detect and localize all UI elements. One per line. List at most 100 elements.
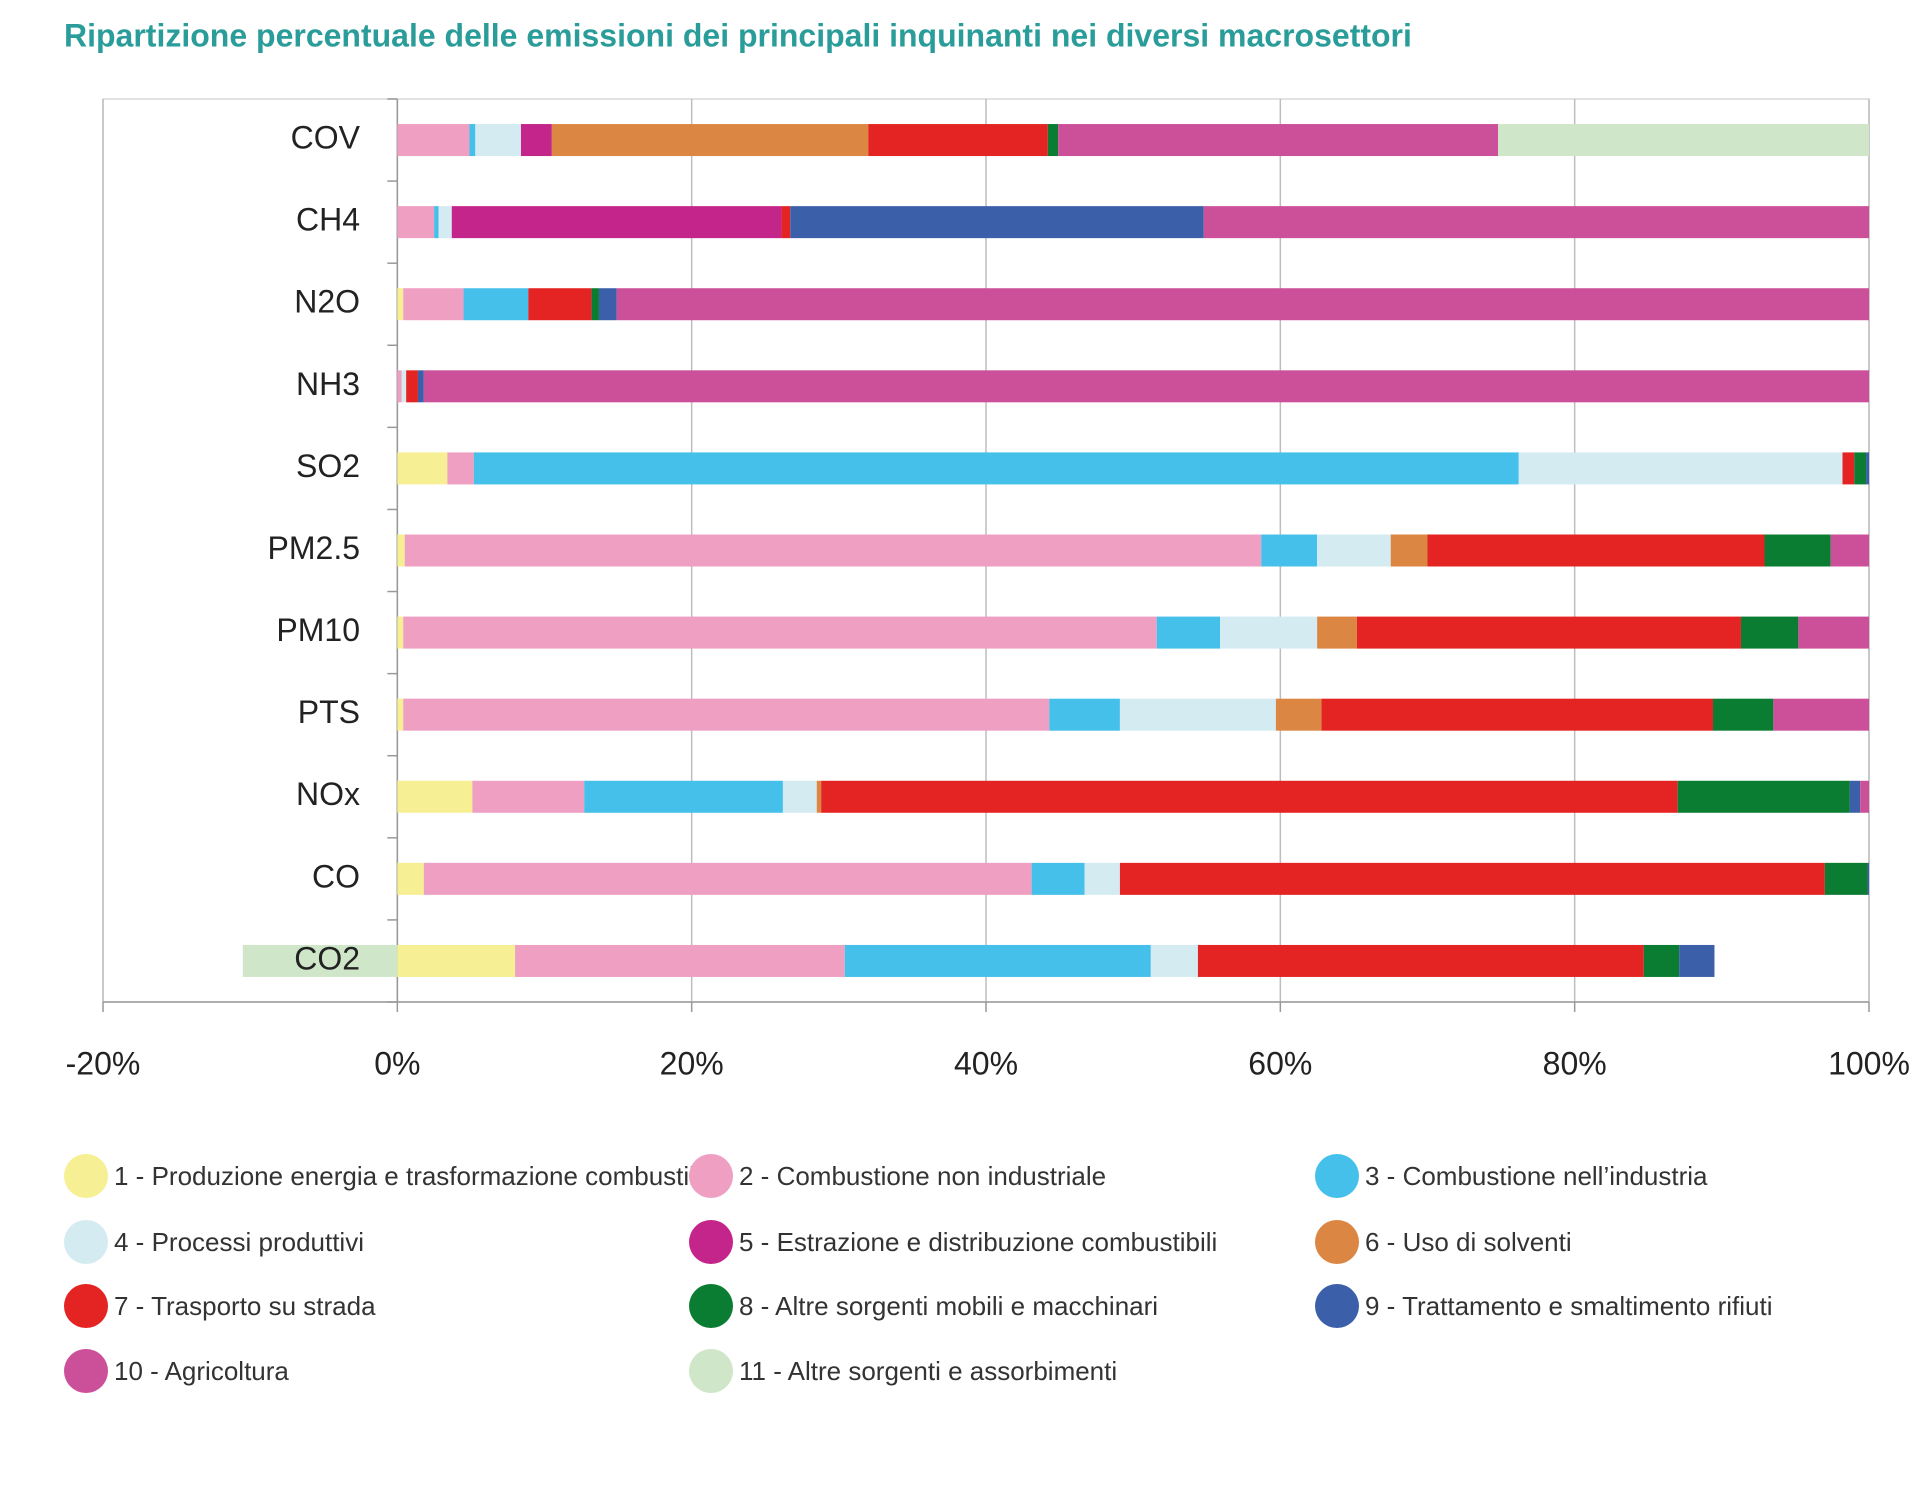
x-tick-label: 40% xyxy=(954,1045,1018,1081)
bar-segment xyxy=(397,780,473,813)
y-tick-label: PM2.5 xyxy=(268,530,360,566)
bar-segment xyxy=(451,206,782,239)
bar-segment xyxy=(598,288,617,321)
bar-segment xyxy=(473,452,1519,485)
bar-segment xyxy=(447,452,474,485)
legend-swatch xyxy=(1315,1220,1359,1264)
legend-label: 6 - Uso di solventi xyxy=(1365,1227,1572,1257)
legend-swatch xyxy=(64,1154,108,1198)
bar-segment xyxy=(584,780,783,813)
bar-segment xyxy=(1321,698,1714,731)
bar-segment xyxy=(1849,780,1861,813)
bar-segment xyxy=(404,534,1262,567)
y-tick-label: CH4 xyxy=(296,202,360,238)
bar-segment xyxy=(1031,862,1085,895)
bar-segment xyxy=(1830,534,1869,567)
bar-segment xyxy=(591,288,599,321)
bar-segment xyxy=(423,370,1869,403)
y-tick-label: SO2 xyxy=(296,448,360,484)
bar-segment xyxy=(1203,206,1869,239)
bar-segment xyxy=(401,370,407,403)
bar-segment xyxy=(397,206,435,239)
bar-segment xyxy=(397,944,516,977)
y-tick-label: NOx xyxy=(296,776,360,812)
x-tick-label: 60% xyxy=(1248,1045,1312,1081)
bar-segment xyxy=(397,370,402,403)
bar-segment xyxy=(1119,862,1825,895)
y-tick-label: NH3 xyxy=(296,366,360,402)
y-tick-label: COV xyxy=(291,119,361,155)
bar-segment xyxy=(1156,616,1220,649)
bar-segment xyxy=(1824,862,1868,895)
bar-segment xyxy=(868,124,1048,157)
bar-segment xyxy=(816,780,822,813)
bar-segment xyxy=(1150,944,1198,977)
bar-segment xyxy=(397,698,404,731)
bar-segment xyxy=(475,124,521,157)
x-tick-label: 100% xyxy=(1828,1045,1910,1081)
bar-segment xyxy=(1356,616,1741,649)
bar-segment xyxy=(821,780,1678,813)
legend-label: 3 - Combustione nell’industria xyxy=(1365,1161,1708,1191)
bar-segment xyxy=(469,124,476,157)
legend-swatch xyxy=(1315,1284,1359,1328)
legend-swatch xyxy=(64,1284,108,1328)
y-tick-label: PTS xyxy=(298,694,360,730)
legend-label: 9 - Trattamento e smaltimento rifiuti xyxy=(1365,1291,1772,1321)
bar-segment xyxy=(1867,862,1869,895)
legend-swatch xyxy=(64,1220,108,1264)
bar-segment xyxy=(397,452,448,485)
bar-segment xyxy=(1317,616,1357,649)
bar-segment xyxy=(1047,124,1059,157)
legend-swatch xyxy=(64,1349,108,1393)
bar-segment xyxy=(551,124,869,157)
bar-segment xyxy=(520,124,552,157)
bar-segment xyxy=(1390,534,1428,567)
bar-segment xyxy=(1643,944,1680,977)
legend-swatch xyxy=(1315,1154,1359,1198)
bar-segment xyxy=(1798,616,1869,649)
bar-segment xyxy=(1119,698,1276,731)
legend-label: 5 - Estrazione e distribuzione combustib… xyxy=(739,1227,1217,1257)
bar-segment xyxy=(1275,698,1322,731)
y-tick-label: PM10 xyxy=(276,612,360,648)
legend-label: 2 - Combustione non industriale xyxy=(739,1161,1106,1191)
legend-swatch xyxy=(689,1220,733,1264)
bar-segment xyxy=(438,206,452,239)
bar-segment xyxy=(1773,698,1869,731)
bar-segment xyxy=(423,862,1032,895)
bar-segment xyxy=(1058,124,1499,157)
y-tick-label: N2O xyxy=(294,284,360,320)
chart-title: Ripartizione percentuale delle emissioni… xyxy=(64,17,1412,53)
bar-segment xyxy=(616,288,1869,321)
x-tick-label: 20% xyxy=(660,1045,724,1081)
bar-segment xyxy=(1049,698,1120,731)
bar-segment xyxy=(1317,534,1391,567)
bar-segment xyxy=(403,698,1050,731)
bar-segment xyxy=(397,124,470,157)
legend-swatch xyxy=(689,1284,733,1328)
bar-segment xyxy=(790,206,1204,239)
bar-segment xyxy=(403,616,1157,649)
legend-label: 10 - Agricoltura xyxy=(114,1356,289,1386)
bar-segment xyxy=(403,288,464,321)
legend-label: 4 - Processi produttivi xyxy=(114,1227,364,1257)
bar-segment xyxy=(472,780,585,813)
bar-segment xyxy=(1084,862,1120,895)
bar-segment xyxy=(1842,452,1855,485)
legend-label: 8 - Altre sorgenti mobili e macchinari xyxy=(739,1291,1158,1321)
bar-segment xyxy=(406,370,418,403)
bar-segment xyxy=(1518,452,1843,485)
bar-segment xyxy=(417,370,424,403)
bar-segment xyxy=(1219,616,1318,649)
bar-segment xyxy=(397,288,404,321)
x-tick-label: 80% xyxy=(1543,1045,1607,1081)
bar-segment xyxy=(434,206,439,239)
legend-label: 11 - Altre sorgenti e assorbimenti xyxy=(739,1356,1117,1386)
bar-segment xyxy=(242,944,398,977)
legend-swatch xyxy=(689,1154,733,1198)
bar-segment xyxy=(463,288,529,321)
bar-segment xyxy=(1740,616,1799,649)
bar-segment xyxy=(1854,452,1867,485)
